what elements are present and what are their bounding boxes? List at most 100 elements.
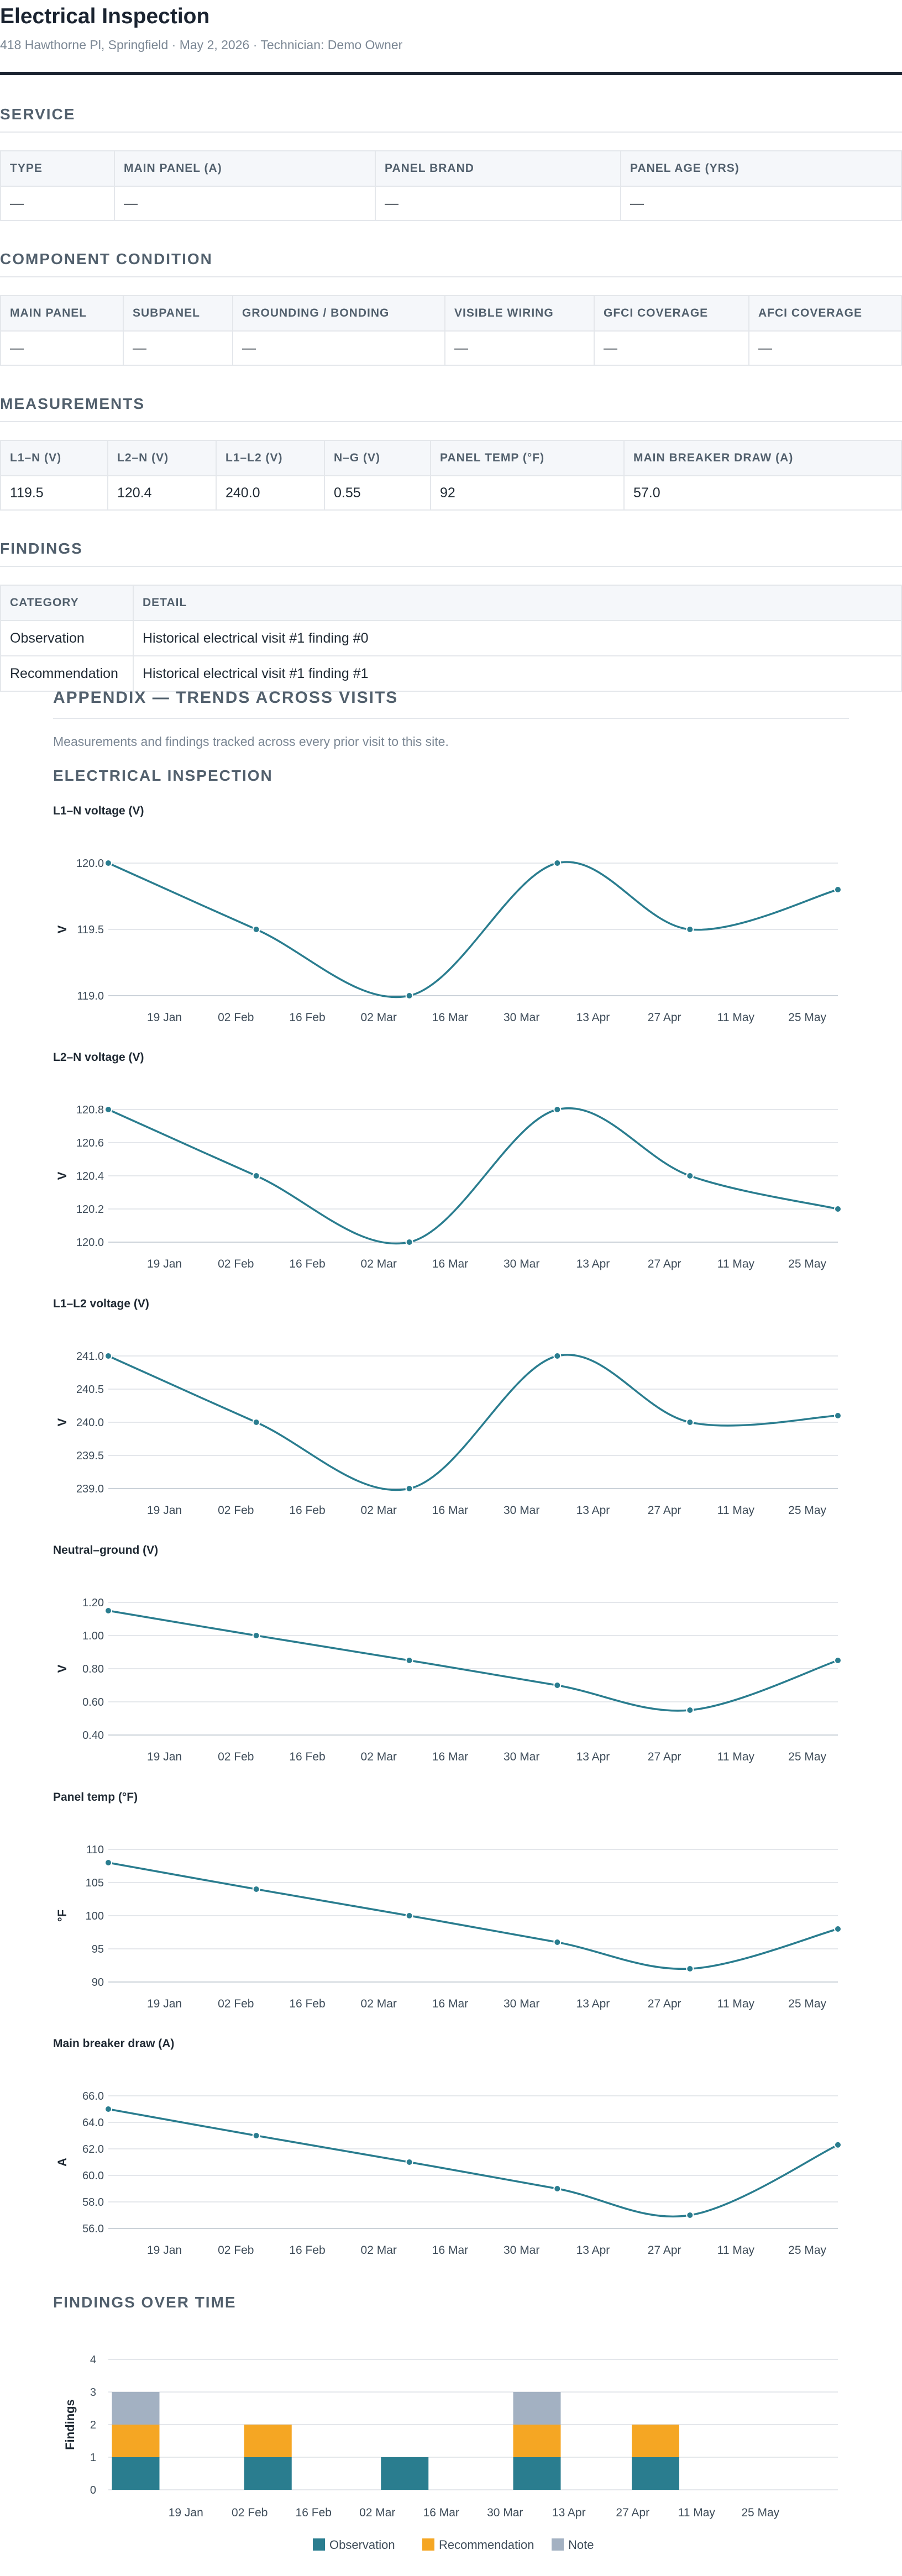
- data-point: [834, 2141, 842, 2149]
- y-tick-label: 119.0: [77, 990, 104, 1002]
- x-tick-label: 27 Apr: [648, 1258, 681, 1270]
- data-point: [104, 1607, 112, 1615]
- column-header: PANEL TEMP (°F): [430, 440, 625, 476]
- y-tick-label: 0.80: [82, 1663, 104, 1675]
- y-tick-label: 239.0: [76, 1483, 104, 1495]
- legend-swatch: [422, 2538, 434, 2551]
- y-tick-label: 100: [86, 1910, 104, 1922]
- y-axis-label: °F: [55, 1910, 69, 1922]
- service-heading: SERVICE: [0, 105, 902, 133]
- x-tick-label: 16 Mar: [432, 2244, 468, 2257]
- x-tick-label: 11 May: [717, 2244, 755, 2257]
- series-line: [108, 2108, 838, 2218]
- y-tick-label: 239.5: [76, 1450, 104, 1462]
- line-chart-svg: 119.0 119.5 120.0 V 19 Jan 02 Feb 16 Feb 02 Mar…: [55, 858, 842, 1024]
- finding-detail: Historical electrical visit #1 finding #…: [133, 620, 902, 656]
- bar-segment: [513, 2392, 561, 2425]
- x-tick-label: 16 Feb: [289, 1504, 325, 1517]
- column-header: L1–L2 (V): [216, 440, 325, 476]
- y-tick-label: 4: [90, 2354, 96, 2366]
- bar-segment: [513, 2457, 561, 2490]
- data-point: [686, 1706, 694, 1714]
- y-tick-label: 60.0: [82, 2170, 104, 2182]
- x-tick-label: 02 Feb: [218, 1997, 254, 2010]
- series-line: [108, 1107, 838, 1245]
- x-tick-label: 19 Jan: [147, 2244, 182, 2257]
- y-tick-label: 62.0: [82, 2143, 104, 2156]
- appendix-intro: Measurements and findings tracked across…: [53, 734, 449, 749]
- table-header-row: MAIN PANEL SUBPANEL GROUNDING / BONDING …: [0, 295, 902, 332]
- y-tick-label: 240.5: [76, 1384, 104, 1396]
- header-divider: [0, 72, 902, 75]
- line-chart: L1–L2 voltage (V) 239.0 239.5 240.0 240.5 241…: [53, 1297, 849, 1529]
- table-row: 119.5 120.4 240.0 0.55 92 57.0: [0, 475, 902, 511]
- chart-title: Main breaker draw (A): [53, 2037, 175, 2050]
- bar-segment: [632, 2425, 679, 2457]
- data-point: [104, 2105, 112, 2113]
- data-point: [553, 2185, 562, 2193]
- line-chart-svg: 120.0 120.2 120.4 120.6 120.8 V 19 Jan 02 Feb 16…: [55, 1104, 842, 1270]
- y-tick-label: 120.8: [76, 1104, 104, 1116]
- line-chart: L2–N voltage (V) 120.0 120.2 120.4 120.6 120.…: [53, 1050, 849, 1282]
- x-tick-label: 16 Mar: [423, 2506, 459, 2519]
- x-tick-label: 30 Mar: [504, 1258, 539, 1270]
- y-tick-label: 110: [86, 1844, 104, 1856]
- y-tick-label: 1.00: [82, 1630, 104, 1642]
- x-tick-label: 25 May: [788, 2244, 826, 2257]
- x-tick-label: 19 Jan: [147, 1258, 182, 1270]
- data-point: [405, 992, 413, 1000]
- findings-over-time-heading: FINDINGS OVER TIME: [53, 2294, 237, 2311]
- data-point: [834, 1205, 842, 1213]
- table-header-row: CATEGORY DETAIL: [0, 585, 902, 621]
- appendix-title: APPENDIX — TRENDS ACROSS VISITS: [53, 688, 849, 719]
- y-tick-label: 64.0: [82, 2117, 104, 2129]
- line-chart: L1–N voltage (V) 119.0 119.5 120.0 V 19 Jan 02…: [53, 804, 849, 1036]
- x-tick-label: 25 May: [788, 1750, 826, 1763]
- data-point: [104, 1352, 112, 1360]
- y-axis-label: Findings: [63, 2399, 77, 2450]
- x-tick-label: 11 May: [717, 1750, 755, 1763]
- column-header: PANEL AGE (YRS): [620, 150, 902, 187]
- x-tick-label: 16 Feb: [289, 1011, 325, 1024]
- column-header: GROUNDING / BONDING: [232, 295, 445, 332]
- x-tick-label: 16 Feb: [289, 2244, 325, 2257]
- data-point: [553, 859, 562, 867]
- data-point: [553, 1106, 562, 1113]
- chart-title: L1–N voltage (V): [53, 805, 144, 817]
- table-row: Recommendation Historical electrical vis…: [0, 655, 902, 692]
- bar-segment: [112, 2392, 160, 2425]
- x-tick-label: 13 Apr: [576, 1750, 610, 1763]
- x-tick-label: 27 Apr: [648, 1011, 681, 1024]
- column-header: SUBPANEL: [123, 295, 233, 332]
- component-condition-section: COMPONENT CONDITION MAIN PANEL SUBPANEL …: [0, 250, 902, 366]
- appendix-subheading: ELECTRICAL INSPECTION: [53, 767, 273, 784]
- x-tick-label: 25 May: [788, 1011, 826, 1024]
- column-header: TYPE: [0, 150, 115, 187]
- line-chart: Panel temp (°F) 90 95 100 105 110 °F 19 Jan 02 F…: [53, 1790, 849, 2022]
- bar-segment: [632, 2457, 679, 2490]
- x-tick-label: 02 Feb: [218, 1504, 254, 1517]
- y-tick-label: 66.0: [82, 2090, 104, 2102]
- y-tick-label: 2: [90, 2419, 96, 2431]
- x-tick-label: 19 Jan: [147, 1504, 182, 1517]
- x-tick-label: 25 May: [788, 1258, 826, 1270]
- x-tick-label: 13 Apr: [576, 1258, 610, 1270]
- column-header: PANEL BRAND: [375, 150, 621, 187]
- column-header: N–G (V): [324, 440, 431, 476]
- table-header-row: TYPE MAIN PANEL (A) PANEL BRAND PANEL AG…: [0, 150, 902, 187]
- x-tick-label: 16 Feb: [289, 1750, 325, 1763]
- x-tick-label: 30 Mar: [504, 1750, 539, 1763]
- component-condition-table: MAIN PANEL SUBPANEL GROUNDING / BONDING …: [0, 295, 902, 366]
- x-tick-label: 02 Mar: [361, 1997, 397, 2010]
- data-point: [553, 1681, 562, 1689]
- table-cell: 57.0: [623, 475, 902, 511]
- finding-category: Recommendation: [0, 655, 134, 692]
- legend-label: Observation: [329, 2538, 395, 2552]
- table-row: — — — — — —: [0, 330, 902, 366]
- table-cell: 92: [430, 475, 625, 511]
- x-tick-label: 27 Apr: [648, 2244, 681, 2257]
- line-chart-svg: 239.0 239.5 240.0 240.5 241.0 V 19 Jan 02 Feb 16…: [55, 1350, 842, 1517]
- data-point: [252, 1632, 260, 1639]
- table-cell: —: [0, 330, 124, 366]
